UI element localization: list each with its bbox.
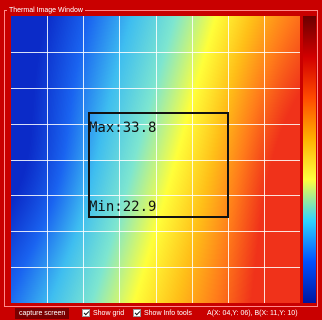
cursor-coordinates: A(X: 04,Y: 06), B(X: 11,Y: 10) [207,310,298,317]
thermal-heatmap [11,16,300,303]
show-info-tools-checkbox[interactable] [133,309,141,317]
color-scale-bar [303,16,316,303]
grid-overlay [11,16,300,303]
info-region-box[interactable] [88,112,229,218]
max-temperature-readout: Max:33.8 [89,120,157,136]
thermal-image[interactable]: Max:33.8 Min:22.9 [11,16,300,303]
window-title: Thermal Image Window [7,6,85,15]
min-temperature-readout: Min:22.9 [89,199,157,215]
status-bar: capture screen Show grid Show Info tools… [0,307,322,320]
show-grid-checkbox[interactable] [82,309,90,317]
show-info-tools-label[interactable]: Show Info tools [144,310,192,317]
capture-screen-button[interactable]: capture screen [15,308,70,319]
show-grid-label[interactable]: Show grid [93,310,125,317]
